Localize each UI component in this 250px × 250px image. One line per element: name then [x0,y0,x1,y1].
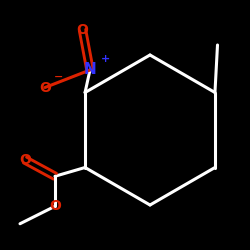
Text: O: O [19,153,31,167]
Text: +: + [100,54,110,64]
Text: −: − [54,72,64,82]
Text: O: O [49,199,61,213]
Text: O: O [39,80,51,94]
Text: N: N [84,62,96,78]
Text: O: O [76,23,88,37]
